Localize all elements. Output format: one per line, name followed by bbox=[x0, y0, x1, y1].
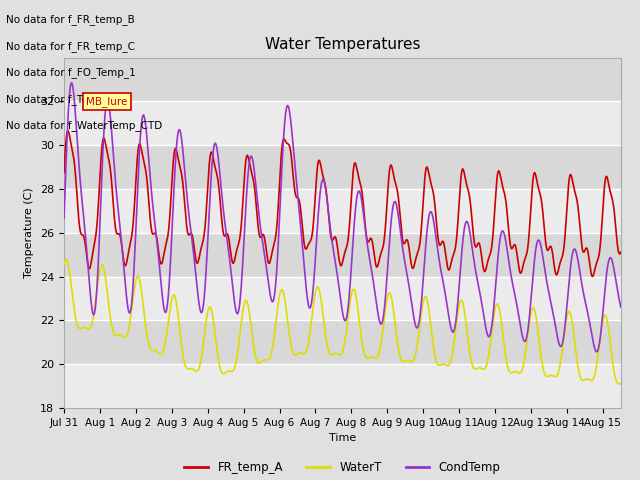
Text: No data for f_WaterTemp_CTD: No data for f_WaterTemp_CTD bbox=[6, 120, 163, 131]
Text: MB_lure: MB_lure bbox=[86, 96, 128, 107]
Bar bbox=[64, 101, 621, 145]
Text: No data for f_FR_temp_B: No data for f_FR_temp_B bbox=[6, 14, 135, 25]
Text: No data for f_Temp_lure: No data for f_Temp_lure bbox=[6, 94, 131, 105]
Bar bbox=[64, 364, 621, 408]
X-axis label: Time: Time bbox=[329, 433, 356, 443]
Bar bbox=[64, 276, 621, 321]
Text: No data for f_FO_Temp_1: No data for f_FO_Temp_1 bbox=[6, 67, 136, 78]
Title: Water Temperatures: Water Temperatures bbox=[265, 37, 420, 52]
Y-axis label: Temperature (C): Temperature (C) bbox=[24, 187, 35, 278]
Legend: FR_temp_A, WaterT, CondTemp: FR_temp_A, WaterT, CondTemp bbox=[180, 457, 505, 479]
Bar bbox=[64, 189, 621, 233]
Text: No data for f_FR_temp_C: No data for f_FR_temp_C bbox=[6, 41, 136, 52]
